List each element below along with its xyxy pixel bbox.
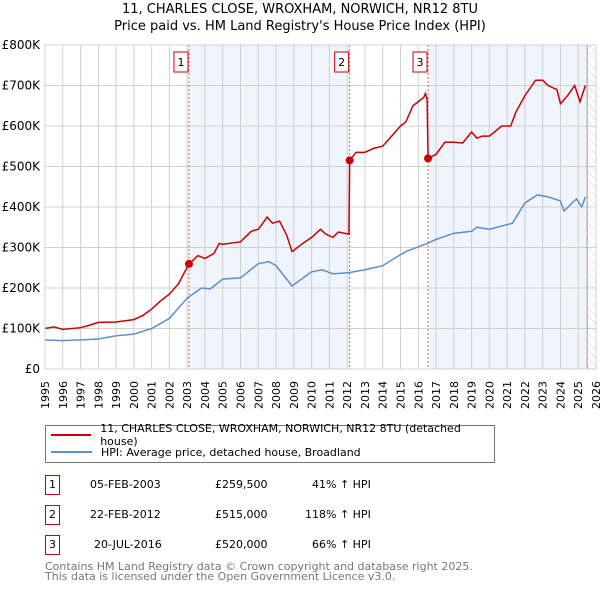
- legend-swatch-red: [51, 434, 92, 436]
- legend-item-property: 11, CHARLES CLOSE, WROXHAM, NORWICH, NR1…: [46, 422, 494, 448]
- x-tick-label: 2006: [235, 381, 248, 409]
- y-tick-label: £500K: [2, 160, 42, 174]
- x-tick-label: 1999: [110, 381, 123, 409]
- sale-point: [184, 259, 193, 268]
- legend-item-hpi: HPI: Average price, detached house, Broa…: [46, 444, 361, 460]
- x-tick-label: 2000: [128, 381, 141, 409]
- x-tick-label: 2021: [501, 381, 514, 409]
- chart-subtitle: Price paid vs. HM Land Registry's House …: [114, 19, 486, 34]
- x-tick-label: 2017: [430, 381, 443, 409]
- legend-label: 11, CHARLES CLOSE, WROXHAM, NORWICH, NR1…: [100, 422, 461, 448]
- y-tick-label: £600K: [2, 119, 42, 133]
- price-chart: 1995 1996 1997 1998 1999 2000 2001 2002 2003 2004…: [2, 38, 600, 409]
- sale-marker-box: [334, 51, 350, 73]
- x-tick-label: 2012: [341, 381, 354, 409]
- x-tick-label: 2015: [394, 381, 407, 409]
- x-tick-label: 2003: [181, 381, 194, 409]
- x-tick-label: 2024: [554, 381, 567, 409]
- x-tick-label: 1995: [39, 381, 52, 409]
- x-tick-label: 2026: [590, 381, 600, 409]
- sale-marker-box: [173, 51, 189, 73]
- x-tick-label: 2002: [163, 381, 176, 409]
- footer-copyright: Contains HM Land Registry data © Crown c…: [45, 560, 473, 573]
- sale-row: 3 20-JUL-2016 £520,000 66% ↑ HPI: [45, 535, 465, 555]
- x-tick-label: 2011: [323, 381, 336, 409]
- sale-hpi: 41% ↑ HPI: [312, 478, 371, 491]
- y-tick-label: £700K: [2, 79, 42, 93]
- x-tick-label: 2018: [448, 381, 461, 409]
- legend-swatch-blue: [51, 451, 92, 453]
- x-tick-label: 2022: [519, 381, 532, 409]
- y-tick-label: £200K: [2, 281, 42, 295]
- plot-frame: [44, 44, 597, 370]
- x-tick-label: 2009: [288, 381, 301, 409]
- sale-hpi: 66% ↑ HPI: [312, 538, 371, 551]
- x-tick-label: 2025: [572, 381, 585, 409]
- property-price-line: [44, 79, 587, 331]
- x-tick-label: 2020: [483, 381, 496, 409]
- sale-row: 2 22-FEB-2012 £515,000 118% ↑ HPI: [45, 505, 465, 525]
- sale-marker-label: 1: [177, 56, 184, 69]
- sale-hpi: 118% ↑ HPI: [305, 508, 371, 521]
- x-tick-label: 1996: [57, 381, 70, 409]
- chart-title: 11, CHARLES CLOSE, WROXHAM, NORWICH, NR1…: [121, 2, 478, 17]
- sale-row: 1 05-FEB-2003 £259,500 41% ↑ HPI: [45, 475, 465, 495]
- y-tick-label: £400K: [2, 200, 42, 214]
- hpi-line: [44, 194, 587, 342]
- x-tick-label: 2008: [270, 381, 283, 409]
- sale-marker-box: [412, 51, 428, 73]
- y-tick-label: £100K: [2, 322, 42, 336]
- sale-marker-label: 2: [338, 56, 345, 69]
- sale-marker-label: 3: [417, 56, 424, 69]
- sale-number: 1: [45, 475, 60, 495]
- x-tick-label: 2016: [412, 381, 425, 409]
- footer-licence: This data is licensed under the Open Gov…: [45, 570, 396, 583]
- x-tick-label: 2013: [359, 381, 372, 409]
- sale-number: 3: [45, 535, 60, 555]
- legend: 11, CHARLES CLOSE, WROXHAM, NORWICH, NR1…: [45, 422, 495, 463]
- x-tick-label: 1997: [75, 381, 88, 409]
- sale-date: 20-JUL-2016: [94, 538, 162, 551]
- x-tick-label: 2007: [252, 381, 265, 409]
- sale-point: [424, 154, 433, 163]
- sale-price: £259,500: [215, 478, 268, 491]
- sale-point: [345, 156, 354, 165]
- x-tick-label: 2023: [537, 381, 550, 409]
- y-tick-label: £800K: [2, 38, 42, 52]
- sale-price: £515,000: [215, 508, 268, 521]
- sale-price: £520,000: [215, 538, 268, 551]
- x-tick-label: 2001: [146, 381, 159, 409]
- x-tick-label: 2014: [377, 381, 390, 409]
- sale-date: 05-FEB-2003: [90, 478, 161, 491]
- y-tick-label: £300K: [2, 241, 42, 255]
- y-tick-label: £0: [25, 362, 40, 376]
- x-tick-label: 1998: [92, 381, 105, 409]
- legend-label: HPI: Average price, detached house, Broa…: [101, 445, 361, 459]
- x-tick-label: 2010: [306, 381, 319, 409]
- x-tick-label: 2005: [217, 381, 230, 409]
- sale-number: 2: [45, 505, 60, 525]
- sale-date: 22-FEB-2012: [90, 508, 161, 521]
- x-tick-label: 2019: [466, 381, 479, 409]
- x-tick-label: 2004: [199, 381, 212, 409]
